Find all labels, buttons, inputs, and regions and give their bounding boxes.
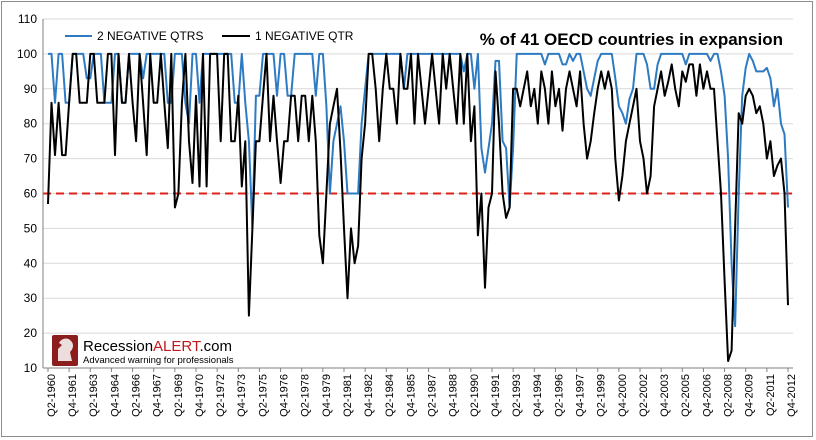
- y-tick-label: 80: [24, 117, 38, 131]
- legend: 2 NEGATIVE QTRS 1 NEGATIVE QTR: [65, 29, 354, 43]
- brand-name: RecessionALERT.com: [83, 338, 232, 355]
- x-tick-label: Q2-1978: [300, 374, 312, 417]
- x-tick-label: Q2-1975: [257, 374, 269, 417]
- y-tick-label: 10: [24, 361, 38, 375]
- x-tick-label: Q2-1969: [173, 374, 185, 417]
- y-tick-label: 70: [24, 152, 38, 166]
- x-tick-label: Q4-1967: [152, 374, 164, 417]
- brand-name-suffix: .com: [199, 338, 232, 355]
- brand-name-main: Recession: [83, 338, 153, 355]
- x-tick-label: Q4-1985: [405, 374, 417, 417]
- x-tick-label: Q2-1993: [511, 374, 523, 417]
- x-tick-label: Q2-1972: [215, 374, 227, 417]
- series-group: [47, 52, 789, 362]
- x-tick-label: Q4-2012: [786, 374, 798, 417]
- y-tick-label: 90: [24, 82, 38, 96]
- y-tick-label: 110: [18, 12, 37, 26]
- x-tick-label: Q4-1976: [278, 374, 290, 417]
- x-tick-label: Q2-2008: [722, 374, 734, 417]
- y-tick-label: 100: [17, 47, 37, 61]
- legend-label-2-negative-qtrs: 2 NEGATIVE QTRS: [97, 29, 203, 43]
- x-tick-label: Q4-2009: [744, 374, 756, 417]
- brand-logo: RecessionALERT.com Advanced warning for …: [52, 335, 234, 366]
- x-tick-label: Q4-1970: [194, 374, 206, 417]
- x-tick-label: Q2-1960: [46, 374, 58, 417]
- x-tick-label: Q2-1987: [426, 374, 438, 417]
- x-tick-label: Q2-1963: [88, 374, 100, 417]
- x-tick-label: Q4-2003: [659, 374, 671, 417]
- x-tick-label: Q2-1999: [596, 374, 608, 417]
- x-tick-label: Q4-1964: [109, 374, 121, 417]
- x-tick-label: Q2-2005: [680, 374, 692, 417]
- x-tick-label: Q4-1979: [321, 374, 333, 417]
- x-tick-label: Q2-2011: [765, 374, 777, 416]
- y-tick-label: 40: [24, 256, 38, 270]
- x-tick-label: Q2-1966: [130, 374, 142, 417]
- y-axis-ticks: 10 20 30 40 50 60 70 80 90 100 110: [17, 12, 37, 375]
- legend-label-1-negative-qtr: 1 NEGATIVE QTR: [255, 29, 354, 43]
- x-tick-label: Q4-1991: [490, 374, 502, 417]
- x-axis-ticks: Q2-1960 Q4-1961 Q2-1963 Q4-1964 Q2-1966 Q4-19…: [46, 368, 798, 417]
- x-tick-label: Q4-1961: [67, 374, 79, 417]
- x-tick-label: Q4-1994: [532, 374, 544, 417]
- x-tick-label: Q4-1982: [363, 374, 375, 417]
- x-tick-label: Q2-1984: [384, 374, 396, 417]
- chart-title: % of 41 OECD countries in expansion: [480, 30, 783, 49]
- x-tick-label: Q4-1988: [448, 374, 460, 417]
- series-line-1-negative-qtr: [47, 52, 789, 362]
- x-tick-label: Q2-1990: [469, 374, 481, 417]
- x-tick-label: Q2-2002: [638, 374, 650, 417]
- x-tick-label: Q2-1981: [342, 374, 354, 417]
- y-tick-label: 20: [24, 326, 38, 340]
- x-tick-label: Q2-1996: [553, 374, 565, 417]
- y-tick-label: 50: [24, 221, 38, 235]
- knight-chess-icon-shape: [58, 338, 73, 361]
- y-tick-label: 30: [24, 291, 38, 305]
- x-tick-label: Q4-2006: [701, 374, 713, 417]
- x-tick-label: Q4-2000: [617, 374, 629, 417]
- brand-tagline: Advanced warning for professionals: [83, 355, 234, 366]
- y-tick-label: 60: [24, 187, 38, 201]
- x-tick-label: Q4-1997: [574, 374, 586, 417]
- x-tick-label: Q4-1973: [236, 374, 248, 417]
- brand-name-accent: ALERT: [153, 338, 201, 355]
